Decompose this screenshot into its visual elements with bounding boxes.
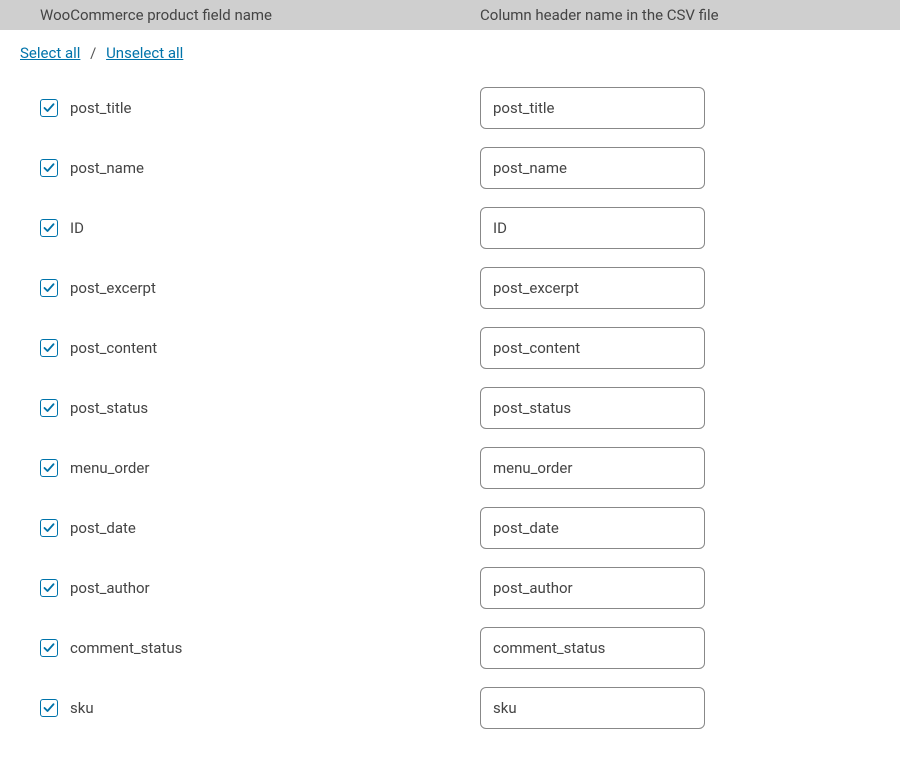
field-label: post_date xyxy=(70,519,136,537)
check-icon xyxy=(43,522,55,534)
check-icon xyxy=(43,402,55,414)
field-row-right xyxy=(480,627,705,669)
field-label: menu_order xyxy=(70,459,149,477)
field-label: post_author xyxy=(70,579,150,597)
field-checkbox[interactable] xyxy=(40,99,58,117)
table-header: WooCommerce product field name Column he… xyxy=(0,0,900,30)
field-label: comment_status xyxy=(70,639,182,657)
field-row: post_title xyxy=(40,78,880,138)
field-row: post_status xyxy=(40,378,880,438)
check-icon xyxy=(43,222,55,234)
field-rows: post_title post_name ID post_excerpt post_co… xyxy=(0,78,900,758)
field-label: post_name xyxy=(70,159,144,177)
field-row: post_name xyxy=(40,138,880,198)
field-row-right xyxy=(480,87,705,129)
field-row-left: post_name xyxy=(40,159,480,177)
field-label: post_content xyxy=(70,339,157,357)
field-checkbox[interactable] xyxy=(40,219,58,237)
column-header-input[interactable] xyxy=(480,87,705,129)
field-row-left: post_date xyxy=(40,519,480,537)
field-row-left: post_content xyxy=(40,339,480,357)
column-header-input[interactable] xyxy=(480,627,705,669)
field-row: post_content xyxy=(40,318,880,378)
field-checkbox[interactable] xyxy=(40,279,58,297)
field-checkbox[interactable] xyxy=(40,639,58,657)
field-row-right xyxy=(480,327,705,369)
field-row: post_excerpt xyxy=(40,258,880,318)
column-header-input[interactable] xyxy=(480,147,705,189)
field-row-right xyxy=(480,147,705,189)
field-row-right xyxy=(480,507,705,549)
field-row-left: menu_order xyxy=(40,459,480,477)
select-links: Select all / Unselect all xyxy=(0,30,900,78)
field-row: sku xyxy=(40,678,880,738)
column-header-input[interactable] xyxy=(480,567,705,609)
column-header-input[interactable] xyxy=(480,267,705,309)
unselect-all-link[interactable]: Unselect all xyxy=(106,44,183,62)
column-header-input[interactable] xyxy=(480,447,705,489)
column-header-input[interactable] xyxy=(480,507,705,549)
field-row-left: post_author xyxy=(40,579,480,597)
field-row-left: post_status xyxy=(40,399,480,417)
field-row-left: post_excerpt xyxy=(40,279,480,297)
field-row-left: post_title xyxy=(40,99,480,117)
check-icon xyxy=(43,342,55,354)
field-row-left: sku xyxy=(40,699,480,717)
column-header-input[interactable] xyxy=(480,327,705,369)
field-label: post_excerpt xyxy=(70,279,156,297)
field-row: ID xyxy=(40,198,880,258)
field-checkbox[interactable] xyxy=(40,159,58,177)
select-all-link[interactable]: Select all xyxy=(20,44,80,62)
field-row: menu_order xyxy=(40,438,880,498)
field-row-right xyxy=(480,387,705,429)
field-row-left: ID xyxy=(40,219,480,237)
field-checkbox[interactable] xyxy=(40,699,58,717)
field-label: post_title xyxy=(70,99,131,117)
field-row-right xyxy=(480,207,705,249)
field-row: comment_status xyxy=(40,618,880,678)
field-label: post_status xyxy=(70,399,148,417)
check-icon xyxy=(43,462,55,474)
field-checkbox[interactable] xyxy=(40,399,58,417)
check-icon xyxy=(43,102,55,114)
field-row-left: comment_status xyxy=(40,639,480,657)
field-row-right xyxy=(480,567,705,609)
field-row: post_date xyxy=(40,498,880,558)
field-checkbox[interactable] xyxy=(40,519,58,537)
column-header-input[interactable] xyxy=(480,387,705,429)
field-row: post_author xyxy=(40,558,880,618)
field-checkbox[interactable] xyxy=(40,579,58,597)
check-icon xyxy=(43,162,55,174)
field-row-right xyxy=(480,687,705,729)
field-row-right xyxy=(480,267,705,309)
check-icon xyxy=(43,642,55,654)
field-label: sku xyxy=(70,699,94,717)
header-left-label: WooCommerce product field name xyxy=(40,6,480,24)
field-checkbox[interactable] xyxy=(40,339,58,357)
column-header-input[interactable] xyxy=(480,687,705,729)
check-icon xyxy=(43,702,55,714)
check-icon xyxy=(43,282,55,294)
field-checkbox[interactable] xyxy=(40,459,58,477)
check-icon xyxy=(43,582,55,594)
field-row-right xyxy=(480,447,705,489)
column-header-input[interactable] xyxy=(480,207,705,249)
link-divider: / xyxy=(84,44,102,62)
header-right-label: Column header name in the CSV file xyxy=(480,6,880,24)
field-label: ID xyxy=(70,219,84,237)
